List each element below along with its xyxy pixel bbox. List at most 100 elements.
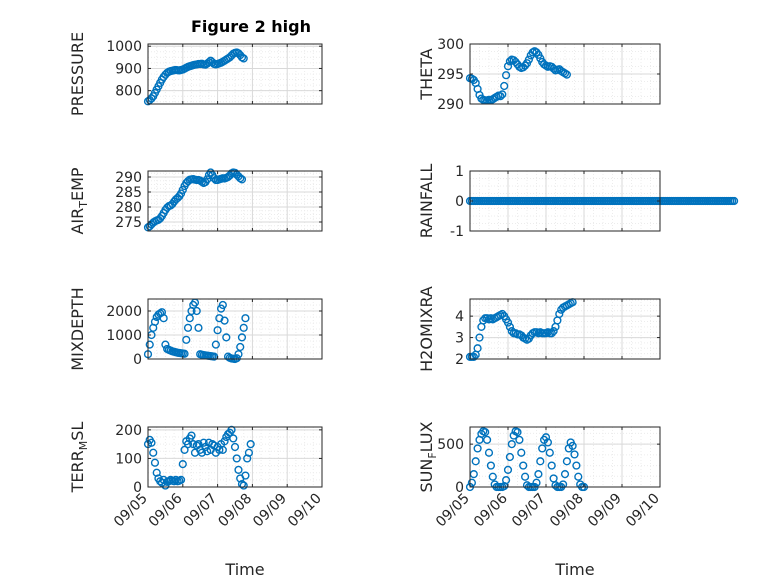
data-point [185, 314, 194, 323]
data-point [572, 461, 581, 470]
data-series [143, 168, 247, 232]
y-tick-label: 800 [115, 84, 142, 100]
data-point [234, 465, 243, 474]
data-point [502, 71, 511, 80]
data-series [465, 47, 572, 105]
data-series [143, 425, 255, 490]
data-point [241, 471, 250, 480]
axes-box [469, 426, 661, 488]
axes-box [147, 298, 323, 360]
data-point [505, 452, 515, 462]
data-point [236, 174, 245, 183]
data-point [232, 454, 241, 463]
data-point [218, 300, 227, 310]
data-point [237, 333, 247, 342]
subplot-h2omixra: 2 3 4 H2OMIXRA [417, 286, 661, 372]
data-point [180, 349, 189, 358]
data-point [227, 425, 236, 434]
data-point [549, 64, 558, 73]
axes-box [147, 426, 323, 488]
subplot-pressure: 800 900 1000 PRESSURE [68, 32, 323, 116]
data-point [505, 322, 515, 331]
data-point [180, 445, 189, 454]
y-tick-label: -1 [450, 224, 464, 240]
data-point [500, 81, 509, 91]
data-point [176, 475, 186, 484]
data-point [204, 58, 214, 67]
y-tick-label: 290 [437, 97, 464, 113]
data-point [507, 440, 516, 449]
x-tick-label: 09/07 [181, 491, 221, 531]
data-point [562, 70, 572, 79]
data-point [239, 481, 248, 490]
data-point [502, 476, 511, 485]
data-point [524, 55, 534, 64]
data-point [192, 306, 201, 316]
data-point [234, 350, 243, 359]
data-point [562, 457, 572, 466]
x-tick-label: 09/06 [471, 490, 511, 530]
data-point [220, 437, 229, 446]
data-series [143, 298, 250, 364]
data-point [503, 465, 513, 474]
data-point [182, 335, 191, 344]
y-tick-label: 500 [437, 437, 464, 453]
y-tick-label: 280 [115, 200, 142, 216]
data-point [239, 323, 248, 332]
data-point [473, 444, 482, 453]
y-tick-label: 200 [115, 423, 142, 439]
y-tick-label: 2000 [106, 304, 142, 320]
y-axis-label: THETA [417, 48, 436, 100]
y-axis-label: MIXDEPTH [68, 287, 87, 370]
data-point [503, 318, 513, 327]
x-axis-label: Time [554, 560, 594, 579]
y-axis-label: PRESSURE [68, 32, 87, 116]
data-point [213, 326, 222, 335]
data-point [230, 442, 240, 452]
data-point [534, 470, 543, 479]
y-tick-label: 290 [115, 170, 142, 186]
data-series [465, 196, 739, 206]
data-point [505, 57, 515, 66]
data-point [197, 448, 207, 457]
x-axis-label: Time [224, 560, 264, 579]
y-tick-label: 900 [115, 61, 142, 77]
data-point [498, 309, 507, 319]
data-point [241, 314, 250, 323]
data-point [568, 441, 577, 450]
y-tick-label: 0 [455, 194, 464, 210]
data-series [465, 298, 577, 361]
data-point [183, 323, 193, 332]
y-tick-label: 1000 [106, 39, 142, 55]
data-point [560, 470, 570, 479]
data-point [222, 333, 231, 342]
data-point [513, 428, 522, 437]
data-point [194, 323, 203, 332]
data-point [486, 461, 496, 470]
data-point [574, 472, 583, 481]
subplot-rainfall: -1 0 1 RAINFALL [417, 164, 739, 240]
x-tick-label: 09/10 [623, 491, 663, 531]
y-axis-label: SUNFLUX [417, 421, 439, 492]
data-point [150, 458, 160, 467]
data-point [159, 314, 168, 323]
data-point [220, 316, 229, 325]
data-point [547, 329, 556, 338]
data-point [517, 448, 526, 457]
axes-box [147, 43, 323, 105]
data-point [236, 342, 245, 352]
data-point [211, 340, 220, 349]
data-point [145, 340, 154, 349]
data-point [541, 433, 551, 442]
data-point [481, 428, 490, 437]
data-series [143, 48, 248, 106]
data-point [515, 435, 524, 444]
data-point [729, 196, 739, 206]
data-point [239, 54, 248, 63]
data-point [178, 460, 187, 469]
y-tick-label: 0 [455, 480, 464, 496]
x-tick-label: 09/05 [111, 491, 151, 531]
